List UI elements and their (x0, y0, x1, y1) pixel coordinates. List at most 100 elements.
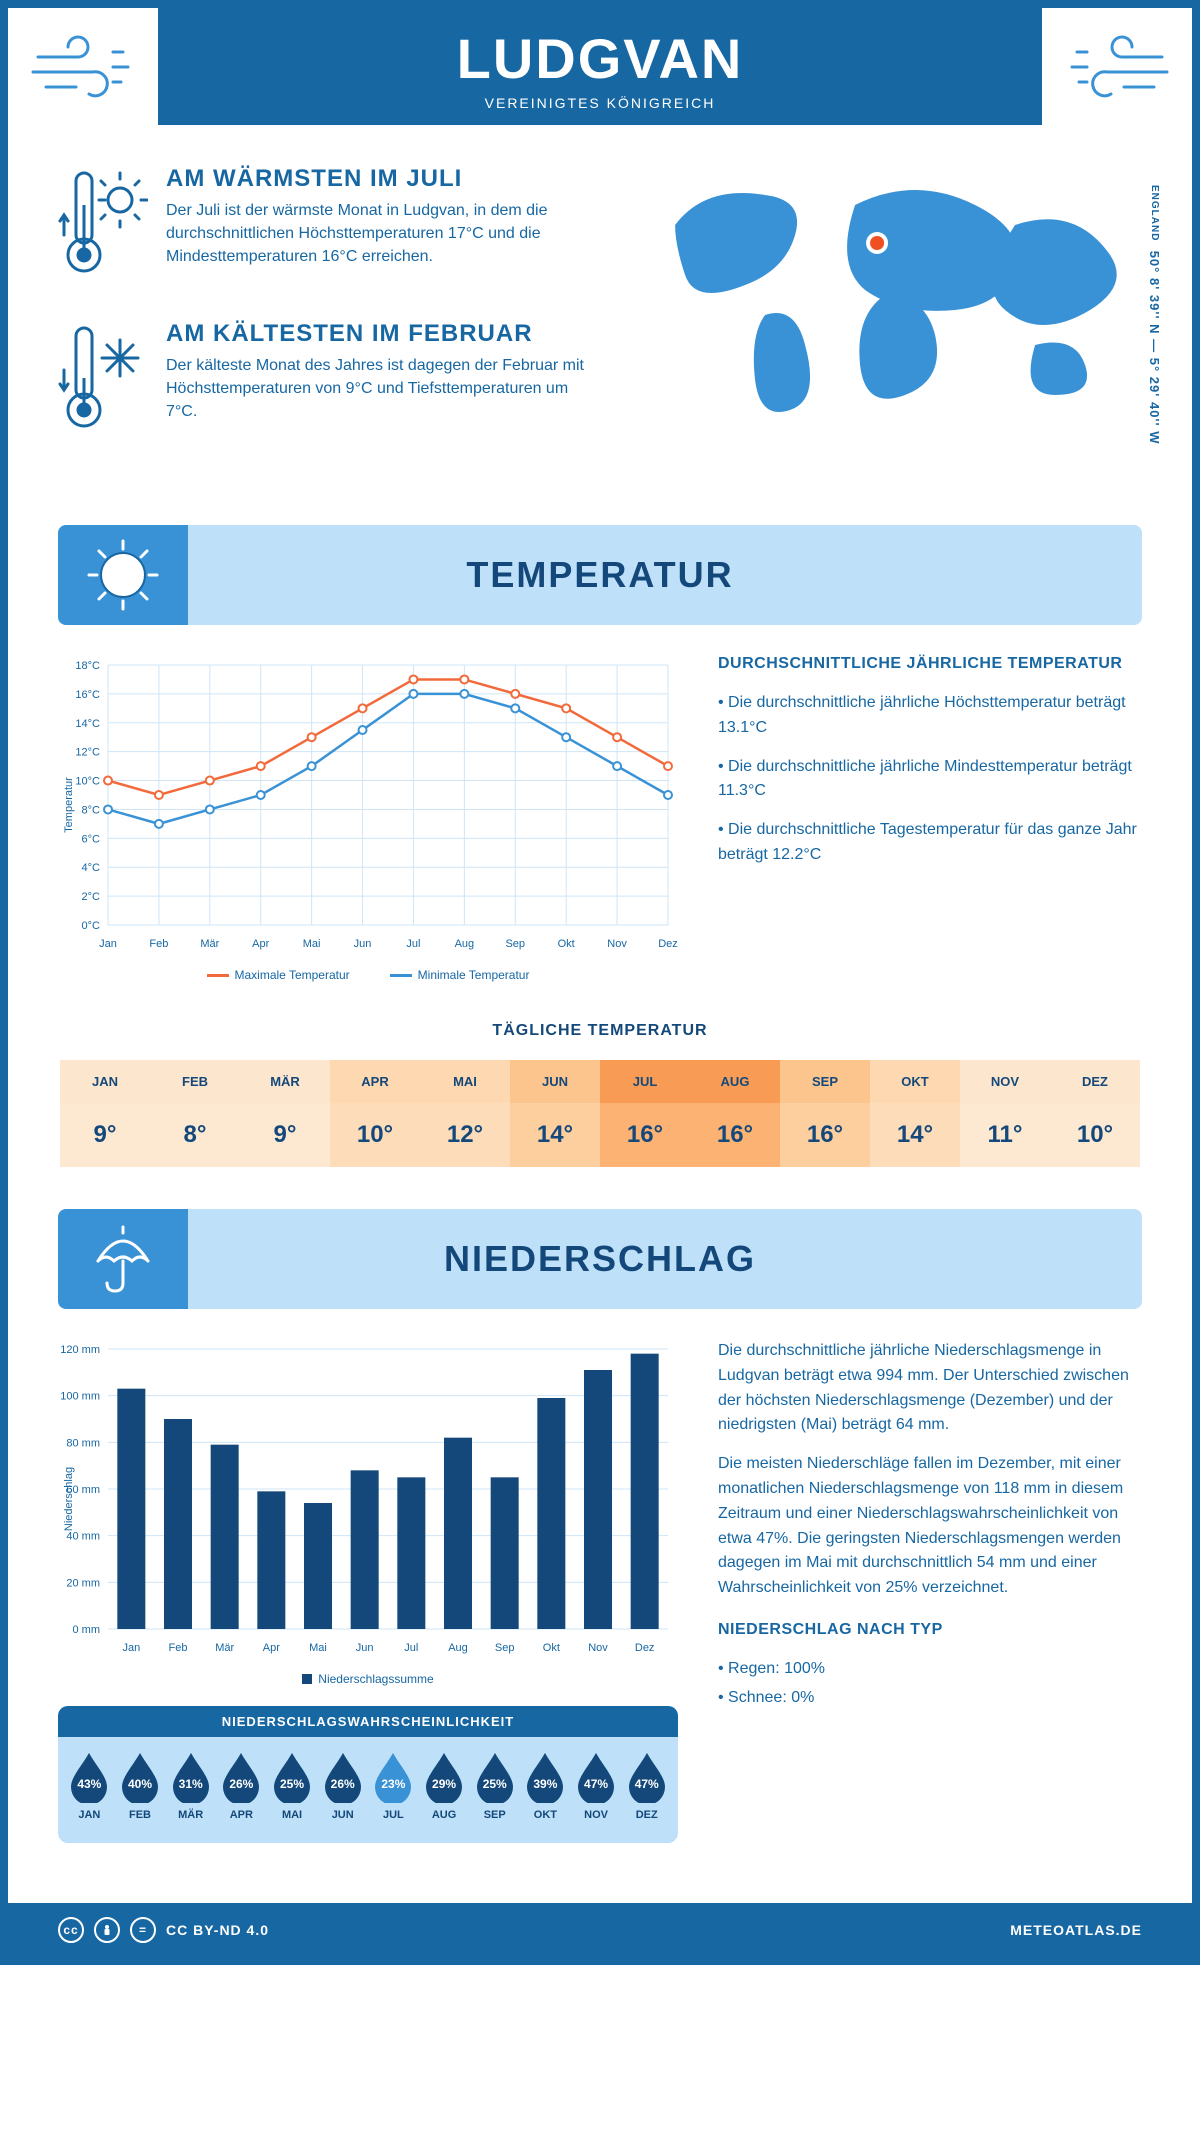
svg-text:2°C: 2°C (82, 891, 101, 903)
section-header-precip: NIEDERSCHLAG (58, 1209, 1142, 1309)
precipitation-bar-chart: 0 mm20 mm40 mm60 mm80 mm100 mm120 mmJanF… (58, 1339, 678, 1659)
temp-table-col: OKT14° (870, 1060, 960, 1167)
intro-section: AM WÄRMSTEN IM JULI Der Juli ist der wär… (8, 125, 1192, 505)
section-title-temp: TEMPERATUR (466, 554, 733, 596)
svg-text:12°C: 12°C (75, 747, 100, 759)
daily-temp-title: TÄGLICHE TEMPERATUR (8, 1022, 1192, 1040)
page: LUDGVAN VEREINIGTES KÖNIGREICH (0, 0, 1200, 1965)
svg-text:Mai: Mai (303, 938, 321, 950)
temp-summary-title: DURCHSCHNITTLICHE JÄHRLICHE TEMPERATUR (718, 655, 1142, 673)
temp-table-col: NOV11° (960, 1060, 1050, 1167)
temp-chart-legend: Maximale Temperatur Minimale Temperatur (58, 968, 678, 982)
temp-table-col: APR10° (330, 1060, 420, 1167)
svg-text:20 mm: 20 mm (66, 1577, 100, 1589)
precip-drop: 23%JUL (368, 1751, 419, 1821)
svg-text:Mär: Mär (215, 1642, 234, 1654)
fact-cold-body: Der kälteste Monat des Jahres ist dagege… (166, 354, 598, 424)
svg-text:8°C: 8°C (82, 804, 101, 816)
world-map-icon (628, 165, 1142, 425)
nd-icon: = (130, 1917, 156, 1943)
fact-warm-title: AM WÄRMSTEN IM JULI (166, 165, 598, 193)
precip-drop: 39%OKT (520, 1751, 571, 1821)
svg-text:0°C: 0°C (82, 920, 101, 932)
precip-paragraph: Die meisten Niederschläge fallen im Deze… (718, 1452, 1142, 1601)
svg-text:Aug: Aug (455, 938, 475, 950)
svg-text:Mär: Mär (200, 938, 219, 950)
svg-text:Temperatur: Temperatur (63, 777, 75, 833)
temp-bullet: • Die durchschnittliche jährliche Mindes… (718, 755, 1142, 805)
precip-drop: 47%DEZ (621, 1751, 672, 1821)
temp-table-col: MAI12° (420, 1060, 510, 1167)
coordinates: ENGLAND 50° 8' 39'' N — 5° 29' 40'' W (1147, 185, 1162, 445)
precip-prob-title: NIEDERSCHLAGSWAHRSCHEINLICHKEIT (58, 1706, 678, 1737)
precip-drop: 26%JUN (317, 1751, 368, 1821)
location-subtitle: VEREINIGTES KÖNIGREICH (158, 95, 1042, 111)
svg-text:100 mm: 100 mm (60, 1391, 100, 1403)
svg-text:Apr: Apr (263, 1642, 280, 1654)
temp-table-col: JAN9° (60, 1060, 150, 1167)
svg-text:Jul: Jul (404, 1642, 418, 1654)
fact-warmest: AM WÄRMSTEN IM JULI Der Juli ist der wär… (58, 165, 598, 290)
precip-drop: 43%JAN (64, 1751, 115, 1821)
svg-text:10°C: 10°C (75, 776, 100, 788)
temp-table-col: DEZ10° (1050, 1060, 1140, 1167)
svg-text:Feb: Feb (149, 938, 168, 950)
precip-probability-panel: NIEDERSCHLAGSWAHRSCHEINLICHKEIT 43%JAN40… (58, 1706, 678, 1843)
precip-drop: 29%AUG (419, 1751, 470, 1821)
section-header-temp: TEMPERATUR (58, 525, 1142, 625)
svg-text:Jan: Jan (122, 1642, 140, 1654)
precip-drop: 25%MAI (267, 1751, 318, 1821)
svg-text:40 mm: 40 mm (66, 1531, 100, 1543)
svg-text:Sep: Sep (495, 1642, 515, 1654)
umbrella-icon (83, 1219, 163, 1299)
svg-text:4°C: 4°C (82, 862, 101, 874)
fact-coldest: AM KÄLTESTEN IM FEBRUAR Der kälteste Mon… (58, 320, 598, 445)
daily-temp-table: JAN9°FEB8°MÄR9°APR10°MAI12°JUN14°JUL16°A… (58, 1058, 1142, 1169)
svg-text:Nov: Nov (607, 938, 627, 950)
svg-text:Sep: Sep (505, 938, 525, 950)
svg-text:Jun: Jun (354, 938, 372, 950)
svg-text:Okt: Okt (543, 1642, 560, 1654)
sun-icon (83, 535, 163, 615)
header: LUDGVAN VEREINIGTES KÖNIGREICH (158, 8, 1042, 125)
precip-chart-legend: Niederschlagssumme (58, 1672, 678, 1686)
svg-text:14°C: 14°C (75, 718, 100, 730)
svg-text:Feb: Feb (169, 1642, 188, 1654)
svg-text:Apr: Apr (252, 938, 269, 950)
svg-text:Aug: Aug (448, 1642, 468, 1654)
temp-table-col: SEP16° (780, 1060, 870, 1167)
svg-text:6°C: 6°C (82, 833, 101, 845)
svg-text:18°C: 18°C (75, 660, 100, 672)
footer: cc = CC BY-ND 4.0 METEOATLAS.DE (8, 1903, 1192, 1957)
svg-text:16°C: 16°C (75, 689, 100, 701)
svg-text:Niederschlag: Niederschlag (63, 1467, 75, 1531)
temp-table-col: JUL16° (600, 1060, 690, 1167)
temp-table-col: MÄR9° (240, 1060, 330, 1167)
fact-cold-title: AM KÄLTESTEN IM FEBRUAR (166, 320, 598, 348)
precip-drop: 26%APR (216, 1751, 267, 1821)
svg-text:120 mm: 120 mm (60, 1344, 100, 1356)
temp-table-col: JUN14° (510, 1060, 600, 1167)
thermometer-snow-icon (58, 320, 148, 440)
temp-bullet: • Die durchschnittliche jährliche Höchst… (718, 691, 1142, 741)
svg-text:Jul: Jul (406, 938, 420, 950)
temp-table-col: AUG16° (690, 1060, 780, 1167)
temperature-line-chart: 0°C2°C4°C6°C8°C10°C12°C14°C16°C18°CJanFe… (58, 655, 678, 955)
temp-bullet: • Die durchschnittliche Tagestemperatur … (718, 818, 1142, 868)
precip-drop: 31%MÄR (165, 1751, 216, 1821)
thermometer-sun-icon (58, 165, 148, 285)
svg-text:Dez: Dez (635, 1642, 655, 1654)
precip-paragraph: Die durchschnittliche jährliche Niedersc… (718, 1339, 1142, 1438)
svg-text:Okt: Okt (558, 938, 575, 950)
svg-text:Jun: Jun (356, 1642, 374, 1654)
precip-type-title: NIEDERSCHLAG NACH TYP (718, 1621, 1142, 1639)
temp-table-col: FEB8° (150, 1060, 240, 1167)
precip-drop: 25%SEP (469, 1751, 520, 1821)
license-text: CC BY-ND 4.0 (166, 1922, 269, 1938)
site-name: METEOATLAS.DE (1010, 1922, 1142, 1938)
precip-drop: 40%FEB (115, 1751, 166, 1821)
precip-type-item: • Schnee: 0% (718, 1686, 1142, 1711)
precip-drop: 47%NOV (571, 1751, 622, 1821)
svg-text:Mai: Mai (309, 1642, 327, 1654)
svg-text:Dez: Dez (658, 938, 678, 950)
